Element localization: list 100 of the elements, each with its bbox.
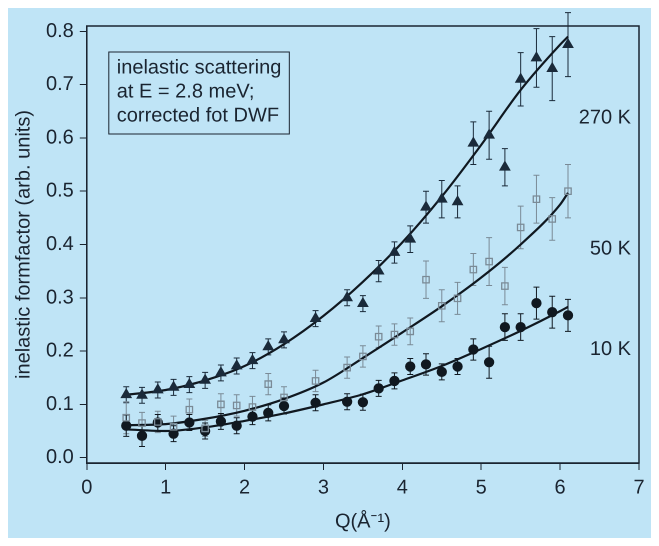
x-tick-label: 7 — [633, 476, 645, 499]
point — [374, 332, 383, 341]
point — [186, 406, 194, 414]
point — [468, 344, 478, 355]
point — [342, 396, 352, 407]
point — [121, 420, 132, 431]
point — [201, 424, 209, 432]
point — [247, 411, 258, 422]
x-tick-label: 0 — [81, 476, 92, 499]
point — [264, 380, 272, 388]
point — [436, 366, 447, 378]
point — [168, 428, 179, 439]
point — [232, 420, 242, 431]
point — [438, 302, 446, 310]
point — [200, 374, 211, 384]
point — [357, 298, 368, 308]
y-tick-label: 0.4 — [46, 233, 74, 256]
point — [406, 328, 414, 336]
point — [122, 414, 130, 422]
point — [422, 276, 430, 284]
point — [216, 416, 226, 427]
annotation: 10 K — [590, 338, 632, 360]
point — [120, 388, 132, 398]
x-tick-label: 6 — [554, 476, 566, 499]
point — [420, 201, 432, 211]
point — [436, 193, 448, 203]
point — [404, 233, 416, 243]
y-tick-label: 0.6 — [46, 126, 74, 148]
point — [373, 264, 384, 275]
point — [485, 258, 493, 266]
point — [484, 129, 495, 139]
y-tick-label: 0.3 — [46, 286, 74, 308]
point — [531, 298, 542, 308]
point — [531, 52, 542, 62]
y-tick-label: 0.2 — [46, 340, 74, 362]
point — [136, 430, 148, 441]
point — [564, 187, 572, 196]
point — [499, 161, 510, 171]
y-axis-title: inelastic formfactor (arb. units) — [12, 110, 35, 379]
point — [342, 292, 353, 302]
point — [374, 383, 384, 394]
point — [248, 403, 256, 411]
point — [184, 417, 195, 428]
point — [420, 359, 432, 370]
x-tick-label: 1 — [160, 476, 172, 499]
point — [136, 389, 148, 399]
x-axis-title: Q(Å⁻¹) — [334, 510, 391, 533]
point — [389, 246, 400, 256]
point — [562, 38, 574, 48]
point — [343, 364, 351, 372]
point — [501, 282, 509, 290]
point — [358, 397, 368, 408]
point — [215, 366, 226, 376]
x-tick-label: 3 — [318, 476, 330, 499]
point — [217, 400, 225, 408]
point — [470, 266, 478, 274]
point — [170, 422, 178, 431]
annotation: 270 K — [578, 106, 632, 128]
point — [263, 408, 274, 418]
x-tick-label: 5 — [476, 476, 487, 499]
point — [562, 310, 574, 321]
point — [452, 361, 463, 372]
point — [278, 400, 290, 412]
point — [547, 307, 558, 318]
point — [484, 357, 494, 368]
point — [280, 394, 288, 402]
x-tick-label: 4 — [396, 476, 408, 499]
point — [278, 334, 290, 344]
point — [546, 62, 558, 72]
point — [312, 377, 320, 385]
point — [138, 419, 146, 427]
point — [548, 215, 556, 223]
point — [500, 322, 510, 332]
y-tick-label: 0.5 — [46, 180, 74, 202]
point — [168, 381, 179, 391]
point — [310, 312, 321, 322]
y-tick-label: 0.7 — [46, 73, 74, 96]
annotation: inelastic scattering at E = 2.8 meV; corrected fot DWF — [116, 56, 282, 127]
point — [152, 384, 164, 394]
y-tick-label: 0.0 — [46, 446, 74, 468]
y-tick-label: 0.1 — [46, 392, 74, 415]
point — [389, 376, 400, 386]
point — [452, 196, 463, 206]
point — [532, 195, 540, 204]
point — [516, 322, 526, 332]
point — [468, 137, 479, 147]
point — [184, 378, 195, 388]
point — [310, 398, 321, 408]
y-tick-label: 0.8 — [46, 20, 74, 42]
point — [390, 330, 398, 338]
point — [262, 340, 274, 350]
point — [247, 354, 258, 364]
point — [516, 224, 525, 232]
point — [359, 352, 367, 360]
point — [405, 361, 416, 372]
annotation: 50 K — [590, 237, 632, 260]
point — [232, 402, 241, 410]
point — [515, 73, 526, 83]
point — [231, 360, 242, 370]
point — [454, 294, 462, 302]
